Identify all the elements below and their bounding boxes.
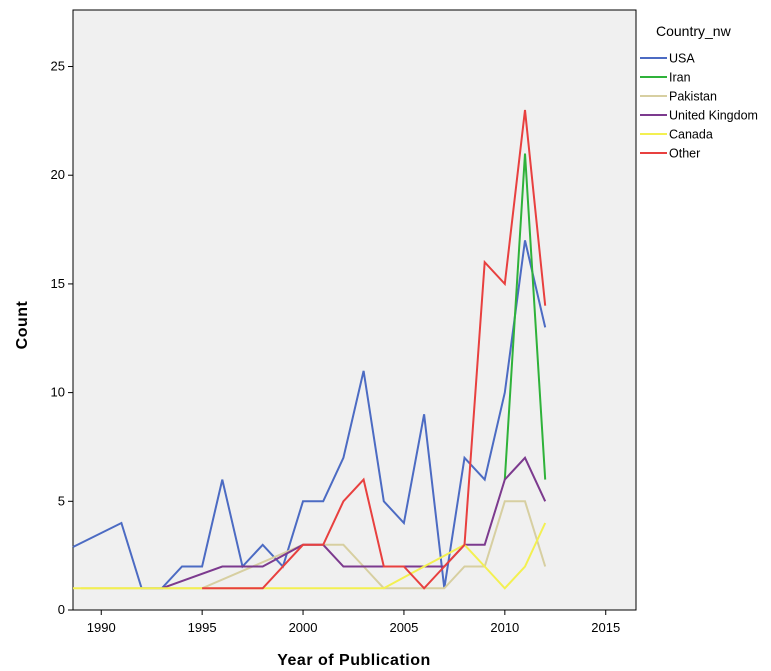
- legend-label: Canada: [669, 128, 713, 142]
- legend: Country_nw USA Iran Pakistan United Kingdom…: [640, 23, 758, 161]
- x-tick-label: 1995: [188, 620, 217, 635]
- y-tick-label: 15: [51, 276, 65, 291]
- x-tick-label: 2010: [490, 620, 519, 635]
- x-axis-title: Year of Publication: [277, 652, 431, 669]
- y-axis-title: Count: [14, 300, 31, 349]
- x-tick-label: 2015: [591, 620, 620, 635]
- legend-label: United Kingdom: [669, 109, 758, 123]
- series-line-other: [202, 109, 547, 590]
- x-tick-label: 2005: [389, 620, 418, 635]
- y-tick-label: 25: [51, 59, 65, 74]
- legend-title: Country_nw: [656, 23, 732, 39]
- legend-label: USA: [669, 52, 695, 66]
- series-lines: [72, 109, 547, 590]
- series-line-canada: [73, 522, 547, 590]
- x-tick-label: 2000: [289, 620, 318, 635]
- legend-label: Pakistan: [669, 90, 717, 104]
- plot-area: [72, 9, 637, 611]
- x-tick-label: 1990: [87, 620, 116, 635]
- legend-label: Other: [669, 147, 700, 161]
- series-line-usa: [72, 240, 547, 590]
- y-tick-label: 0: [58, 602, 65, 617]
- legend-items: USA Iran Pakistan United Kingdom Canada Other: [640, 52, 758, 161]
- legend-label: Iran: [669, 71, 691, 85]
- series-line-iran: [503, 153, 547, 480]
- axis-ticks: 1990 1995 2000 2005 2010 2015 0 5 10 15 20 25: [51, 59, 621, 635]
- y-tick-label: 20: [51, 167, 65, 182]
- y-tick-label: 10: [51, 385, 65, 400]
- y-tick-label: 5: [58, 493, 65, 508]
